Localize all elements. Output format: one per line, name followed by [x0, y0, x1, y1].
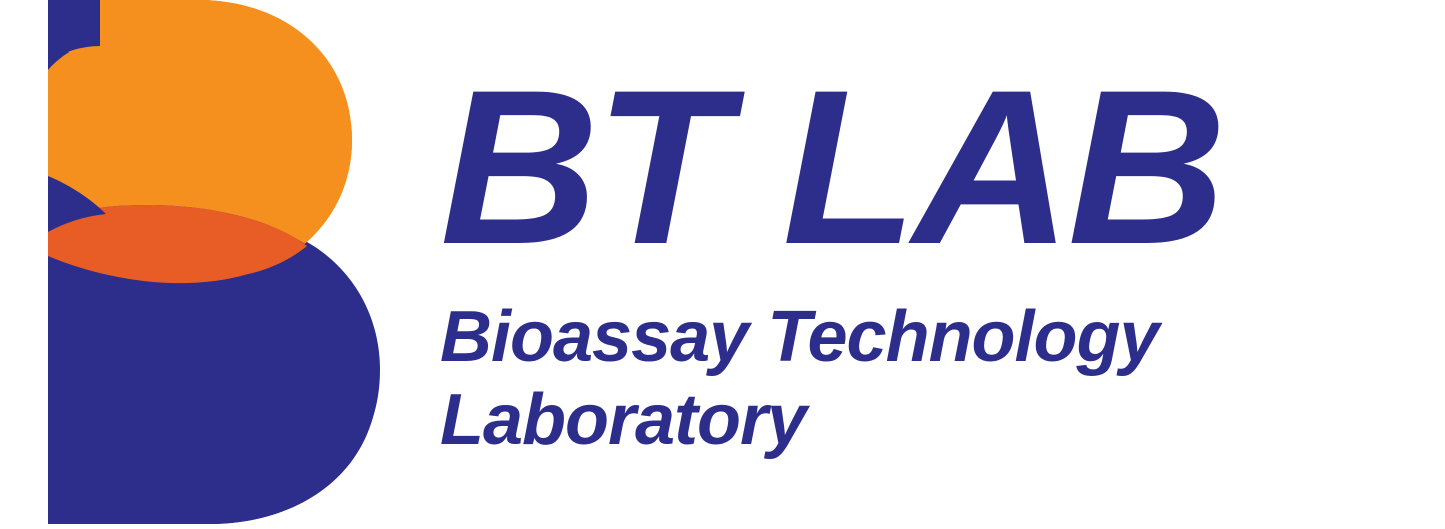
- brand-text-block: BT LAB Bioassay Technology Laboratory: [440, 63, 1223, 462]
- b-logo-icon: [0, 0, 380, 524]
- logo-mark: [0, 0, 380, 524]
- logo-container: BT LAB Bioassay Technology Laboratory: [0, 0, 1445, 524]
- brand-subtitle-line2: Laboratory: [440, 379, 1223, 462]
- brand-main-title: BT LAB: [440, 63, 1223, 272]
- brand-subtitle-line1: Bioassay Technology: [440, 296, 1223, 379]
